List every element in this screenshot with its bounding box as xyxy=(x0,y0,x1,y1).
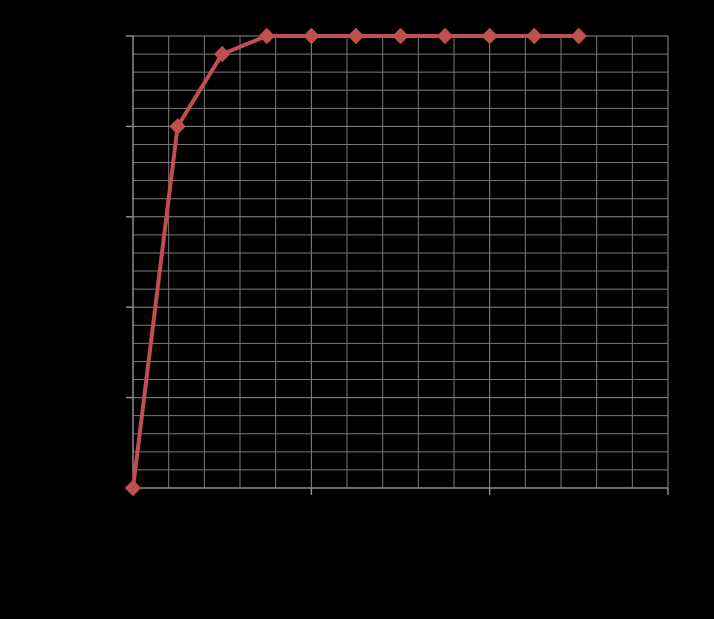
data-point-marker xyxy=(303,27,320,45)
grid xyxy=(132,35,669,489)
data-point-marker xyxy=(213,45,231,63)
data-series xyxy=(124,27,588,497)
data-point-marker xyxy=(526,27,543,45)
axes xyxy=(126,35,669,495)
data-point-marker xyxy=(258,27,275,45)
data-point-marker xyxy=(570,27,588,45)
data-point-marker xyxy=(347,27,365,45)
data-point-marker xyxy=(436,27,454,45)
data-point-marker xyxy=(124,479,142,497)
series-line-0 xyxy=(131,34,579,489)
data-point-marker xyxy=(169,118,186,135)
data-point-marker xyxy=(392,27,409,45)
data-point-marker xyxy=(481,27,498,45)
